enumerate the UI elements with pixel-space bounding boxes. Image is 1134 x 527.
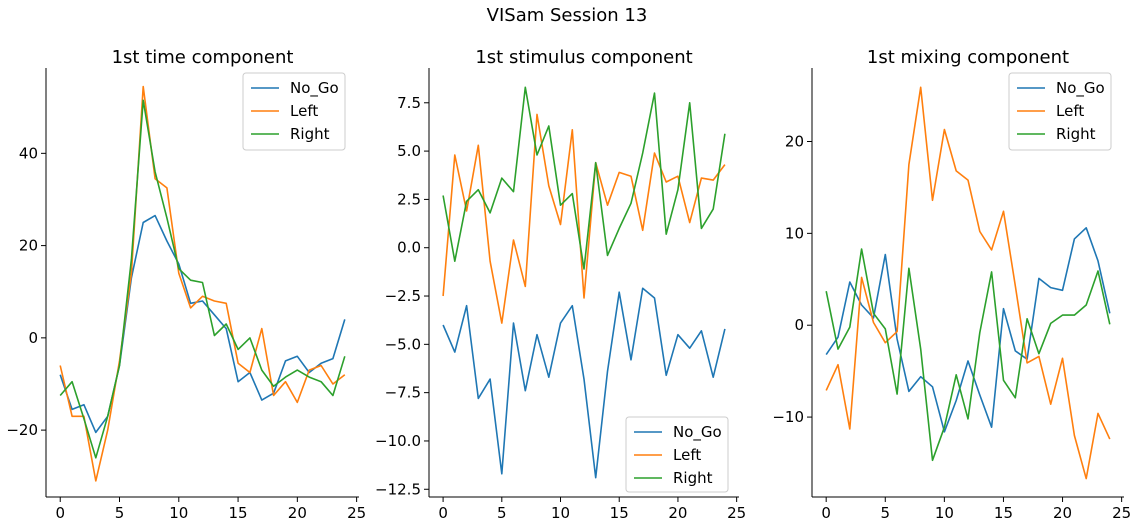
x-tick-label: 25 [727,504,746,522]
x-tick-label: 15 [610,504,629,522]
x-tick-label: 0 [821,504,831,522]
y-tick-label: 20 [19,237,38,255]
panel-stimulus-component: 1st stimulus component 0 5 10 15 20 25 −12.5 −10… [375,47,746,522]
legend: No_Go Left Right [1008,72,1112,151]
x-tick-label: 5 [497,504,507,522]
y-tick-label: 2.5 [397,190,421,208]
y-tick-label: −12.5 [375,480,421,498]
x-tick-label: 25 [347,504,366,522]
legend-box [625,416,729,493]
legend-label: Right [290,125,330,143]
x-tick-label: 20 [1053,504,1072,522]
y-tick-label: −10.0 [375,432,421,450]
series-line-no-go [442,287,726,479]
panel-title: 1st time component [112,47,294,68]
series-line-right [825,248,1111,462]
panel-mixing-component: 1st mixing component 0 5 10 15 20 25 −10 0 10 20 No… [772,47,1131,522]
legend-label: Right [1056,125,1096,143]
y-tick-label: −7.5 [385,384,421,402]
legend-label: Right [673,469,713,487]
legend-label: Left [290,102,318,120]
x-tick-label: 5 [880,504,890,522]
legend: No_Go Left Right [242,72,346,151]
y-tick-label: 7.5 [397,94,421,112]
legend-label: No_Go [673,423,722,442]
panel-title: 1st stimulus component [475,47,692,68]
x-tick-label: 15 [229,504,248,522]
series-line-right [59,99,346,459]
legend-label: No_Go [1056,79,1105,98]
y-tick-label: −5.0 [385,335,421,353]
x-tick-label: 10 [551,504,570,522]
figure-title: VISam Session 13 [487,5,648,26]
y-tick-label: 10 [785,224,804,242]
panel-time-component: 1st time component 0 5 10 15 20 25 −20 0 20 40 No_G… [6,47,366,522]
y-tick-label: −20 [6,421,38,439]
y-tick-label: −10 [772,408,804,426]
legend-label: No_Go [290,79,339,98]
x-tick-label: 10 [935,504,954,522]
series-line-no-go [825,227,1111,433]
legend-box [242,72,346,151]
x-tick-label: 10 [169,504,188,522]
x-tick-label: 20 [668,504,687,522]
legend: No_Go Left Right [625,416,729,493]
series-line-left [825,86,1111,480]
y-tick-label: 40 [19,144,38,162]
series-line-right [442,86,726,270]
y-tick-label: 0 [794,316,804,334]
series-line-left [442,113,726,324]
x-tick-label: 0 [55,504,65,522]
y-tick-label: 5.0 [397,142,421,160]
y-tick-label: 0 [28,329,38,347]
legend-label: Left [673,446,701,464]
x-tick-label: 5 [115,504,125,522]
x-tick-label: 20 [288,504,307,522]
legend-label: Left [1056,102,1084,120]
y-tick-label: −2.5 [385,287,421,305]
series-line-left [59,85,346,482]
x-tick-label: 15 [994,504,1013,522]
y-tick-label: 0.0 [397,239,421,257]
legend-box [1008,72,1112,151]
panel-title: 1st mixing component [867,47,1069,68]
x-tick-label: 0 [438,504,448,522]
y-tick-label: 20 [785,132,804,150]
x-tick-label: 25 [1112,504,1131,522]
